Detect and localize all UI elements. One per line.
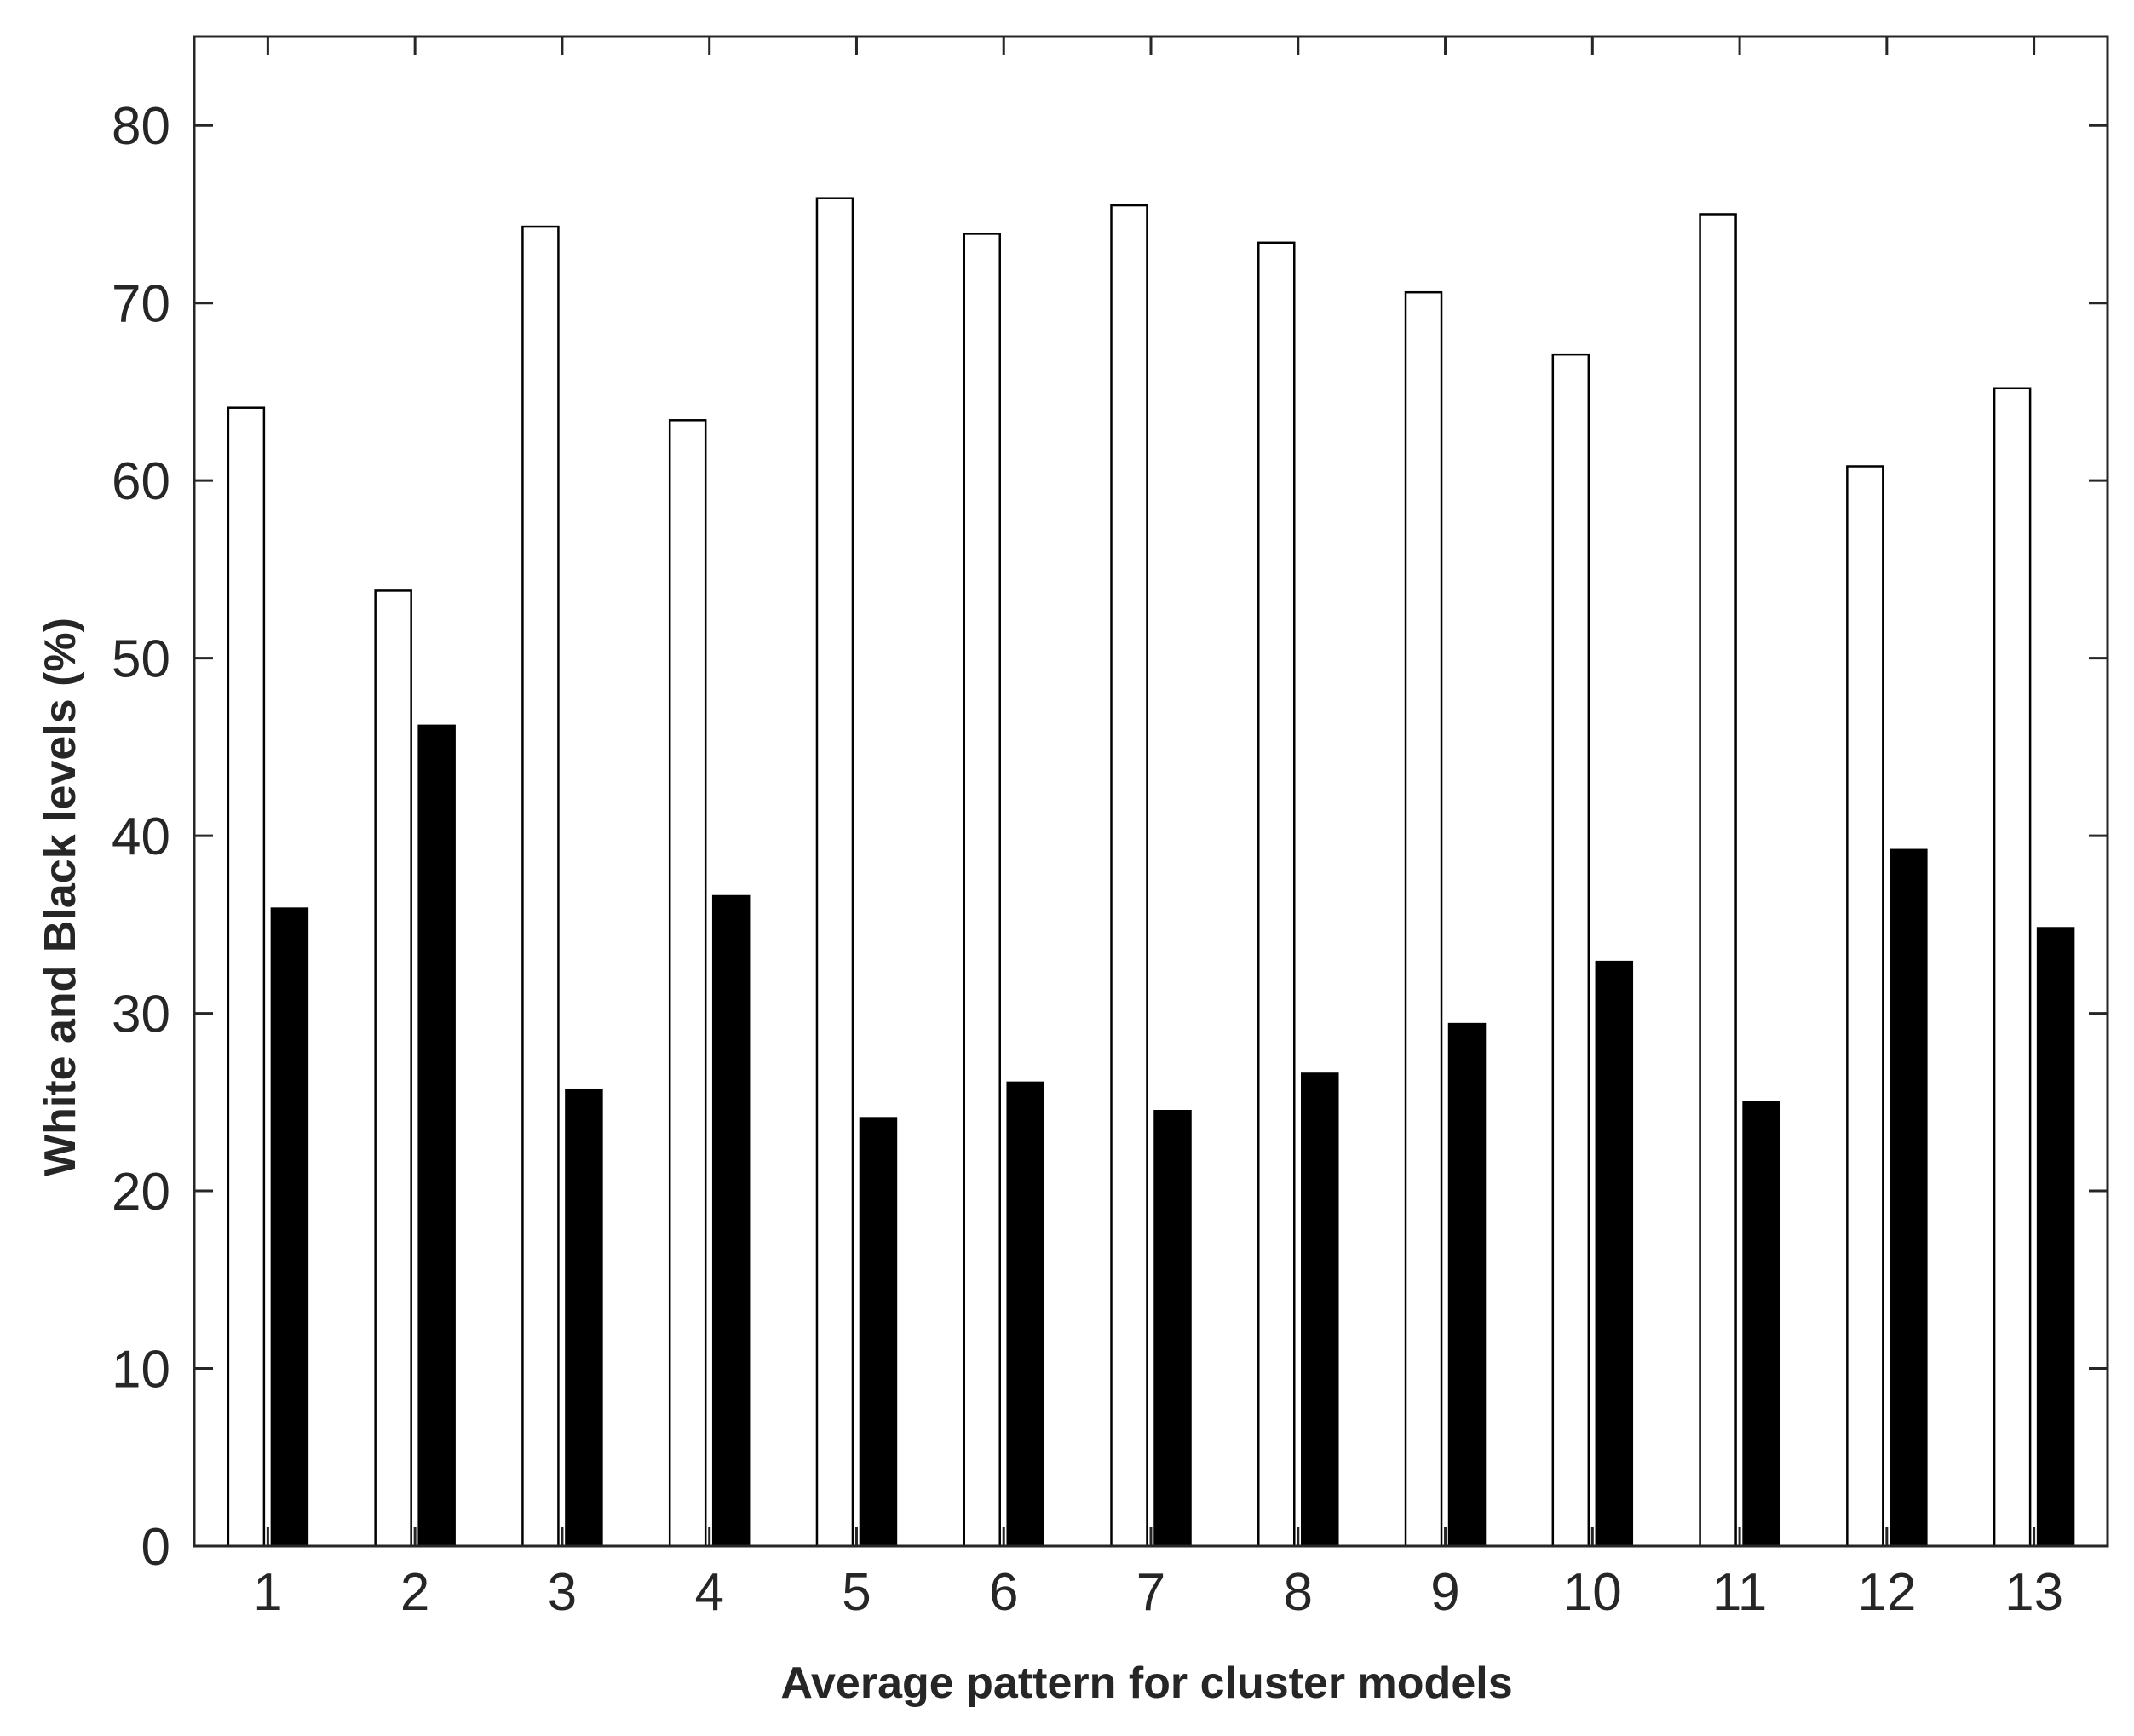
x-tick-label-11: 11 (1712, 1563, 1767, 1622)
bar-black-5 (859, 1117, 898, 1548)
y-tick-label-10: 10 (112, 1341, 170, 1400)
bar-black-12 (1890, 848, 1928, 1548)
x-tick-label-4: 4 (694, 1563, 723, 1622)
x-tick-labels: 1 2 3 4 5 6 7 8 9 10 11 12 13 (253, 1563, 2063, 1622)
axes-group (193, 35, 2109, 1548)
y-tick-labels: 0 10 20 30 40 50 60 70 80 (112, 97, 170, 1577)
x-tick-label-8: 8 (1284, 1563, 1313, 1622)
y-tick-label-80: 80 (112, 97, 170, 156)
x-axis-title: Average pattern for cluster models (780, 1658, 1512, 1708)
bar-black-10 (1595, 960, 1634, 1548)
x-tick-label-10: 10 (1563, 1563, 1622, 1622)
plot-frame (193, 35, 2109, 1548)
y-tick-label-60: 60 (112, 452, 170, 511)
x-tick-label-7: 7 (1136, 1563, 1165, 1622)
x-tick-label-2: 2 (400, 1563, 429, 1622)
x-tick-label-6: 6 (989, 1563, 1018, 1622)
y-tick-label-40: 40 (112, 808, 170, 866)
bar-black-3 (565, 1088, 603, 1548)
bar-white-12 (1846, 465, 1884, 1548)
x-tick-label-5: 5 (842, 1563, 871, 1622)
y-tick-label-50: 50 (112, 630, 170, 689)
x-tick-label-12: 12 (1857, 1563, 1916, 1622)
bar-white-13 (1993, 387, 2032, 1548)
bar-black-11 (1742, 1101, 1780, 1548)
bar-white-4 (668, 419, 707, 1548)
bar-white-3 (521, 225, 560, 1548)
bar-white-5 (815, 197, 854, 1548)
bar-white-6 (963, 233, 1001, 1548)
bar-black-9 (1447, 1022, 1487, 1548)
y-tick-label-20: 20 (112, 1163, 170, 1222)
bar-black-13 (2036, 927, 2075, 1548)
x-tick-label-1: 1 (253, 1563, 282, 1622)
bar-white-10 (1551, 353, 1590, 1548)
bar-black-4 (711, 894, 751, 1548)
y-axis-title: White and Black levels (%) (36, 618, 85, 1176)
bar-white-11 (1699, 213, 1737, 1548)
bar-white-1 (227, 406, 266, 1548)
bar-black-8 (1301, 1072, 1339, 1548)
bar-white-9 (1404, 290, 1443, 1548)
bar-black-2 (417, 724, 456, 1548)
bar-black-1 (270, 907, 309, 1548)
x-tick-label-3: 3 (548, 1563, 577, 1622)
bars-group (227, 197, 2075, 1548)
x-tick-label-9: 9 (1430, 1563, 1459, 1622)
bar-white-7 (1110, 204, 1148, 1548)
y-tick-label-0: 0 (141, 1518, 170, 1577)
x-tick-label-13: 13 (2005, 1563, 2063, 1622)
bar-white-8 (1257, 241, 1296, 1548)
bar-white-2 (374, 589, 412, 1548)
y-tick-label-70: 70 (112, 275, 170, 334)
bar-black-6 (1006, 1081, 1044, 1548)
bar-black-7 (1153, 1109, 1192, 1548)
y-tick-label-30: 30 (112, 986, 170, 1044)
